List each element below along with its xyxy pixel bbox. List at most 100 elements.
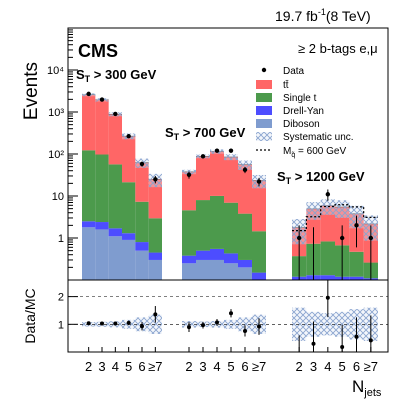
ratio-point-r1-2 <box>100 321 104 326</box>
bar-diboson-r2-1 <box>182 263 196 280</box>
y-tick-label-4: 10³ <box>48 107 64 119</box>
x-tick-label-r1-1: 2 <box>85 359 92 374</box>
region-label-1: ST > 300 GeV <box>76 67 157 84</box>
data-point-r2-3 <box>214 148 220 153</box>
x-tick-label-r2-1: 2 <box>185 359 192 374</box>
bar-singlet-r2-6 <box>252 231 266 273</box>
bar-drellyan-r2-2 <box>196 250 210 260</box>
bar-tt-r2-3 <box>210 151 224 196</box>
bar-drellyan-r1-4 <box>122 233 136 240</box>
ratio-point-r3-6 <box>368 338 373 343</box>
bar-singlet-r2-5 <box>238 213 252 260</box>
data-point-r1-5 <box>139 161 145 167</box>
bar-drellyan-r2-1 <box>182 255 196 264</box>
bar-diboson-r1-6 <box>148 259 162 280</box>
x-tick-label-r2-3: 4 <box>213 359 220 374</box>
syst-band-r2-5 <box>238 160 252 170</box>
legend-diboson: Diboson <box>256 119 320 130</box>
data-point-r3-6 <box>368 235 374 241</box>
svg-text:Data: Data <box>283 66 305 77</box>
bar-tt-r1-4 <box>122 136 136 183</box>
region-label-3: ST > 1200 GeV <box>277 169 365 186</box>
data-point-r2-4 <box>228 148 234 153</box>
ratio-y-axis-label: Data/MC <box>22 288 38 343</box>
bar-tt-r1-1 <box>82 94 96 151</box>
bar-singlet-r1-3 <box>108 164 122 229</box>
ratio-syst-r3-4 <box>335 311 350 337</box>
data-point-r2-1 <box>186 172 192 177</box>
selection-label: ≥ 2 b-tags e,μ <box>298 41 378 56</box>
bar-drellyan-r1-6 <box>148 252 162 260</box>
ratio-point-r2-6 <box>257 324 261 329</box>
syst-band-r3-3 <box>320 199 335 215</box>
ratio-y-tick-label-2: 2 <box>58 292 64 304</box>
svg-text:tt̄: tt̄ <box>283 79 289 91</box>
x-tick-label-r1-4: 5 <box>125 359 132 374</box>
data-point-r3-3 <box>325 192 331 197</box>
x-tick-label-r1-6: ≥7 <box>148 359 162 374</box>
x-tick-label-r1-2: 3 <box>98 359 105 374</box>
data-point-r2-5 <box>242 167 248 173</box>
ratio-syst-r3-1 <box>292 307 307 341</box>
ratio-y-tick-label-1: 1 <box>58 319 64 331</box>
bar-drellyan-r2-5 <box>238 259 252 268</box>
bar-tt-r2-6 <box>252 180 266 232</box>
y-tick-label-2: 10 <box>52 191 64 203</box>
ratio-syst-r1-6 <box>148 314 162 334</box>
region-label-2: ST > 700 GeV <box>165 125 246 142</box>
bar-singlet-r1-6 <box>148 218 162 253</box>
ratio-frame <box>67 279 389 353</box>
legend-ttbar: tt̄ <box>256 79 289 91</box>
data-point-r1-3 <box>113 111 118 117</box>
x-axis-label: Njets <box>352 377 382 399</box>
signal-line-r3 <box>292 204 378 232</box>
main-panel <box>82 91 378 280</box>
legend-syst: Systematic unc. <box>256 132 354 143</box>
x-tick-label-r1-5: 6 <box>138 359 145 374</box>
legend-signal: Mq̃ = 600 GeV <box>256 146 346 159</box>
bar-drellyan-r1-3 <box>108 228 122 237</box>
syst-band-r3-4 <box>335 200 350 218</box>
bar-singlet-r1-5 <box>135 201 149 243</box>
bar-tt-r2-1 <box>182 171 196 211</box>
bar-singlet-r1-4 <box>122 182 136 234</box>
bar-singlet-r2-2 <box>196 200 210 251</box>
data-point-r3-1 <box>296 235 302 241</box>
x-tick-label-r2-2: 3 <box>199 359 206 374</box>
legend-drell-yan: Drell-Yan <box>256 106 324 117</box>
ratio-point-r3-5 <box>354 334 359 339</box>
data-point-r1-1 <box>86 91 91 97</box>
bar-tt-r1-5 <box>135 162 149 202</box>
bar-drellyan-r2-3 <box>210 248 224 260</box>
svg-text:Mq̃ = 600 GeV: Mq̃ = 600 GeV <box>283 146 346 159</box>
data-point-r2-6 <box>256 179 262 184</box>
bar-tt-r1-2 <box>95 99 109 155</box>
x-tick-label-r3-3: 4 <box>324 359 331 374</box>
bar-tt-r2-2 <box>196 156 210 201</box>
x-tick-label-r3-2: 3 <box>310 359 317 374</box>
ratio-point-r2-2 <box>201 323 205 328</box>
ratio-point-r2-1 <box>187 325 191 330</box>
bar-singlet-r2-4 <box>224 202 238 254</box>
bar-diboson-r1-2 <box>95 229 109 280</box>
syst-band-r2-4 <box>224 154 238 161</box>
bar-diboson-r1-3 <box>108 236 122 280</box>
bar-tt-r1-6 <box>148 179 162 219</box>
y-tick-label-1: 1 <box>58 233 64 245</box>
bar-singlet-r3-5 <box>349 251 364 277</box>
data-point-r1-2 <box>99 97 105 102</box>
svg-text:Drell-Yan: Drell-Yan <box>283 106 324 117</box>
ratio-point-r1-3 <box>113 321 118 326</box>
bar-drellyan-r2-4 <box>224 253 238 264</box>
bar-tt-r2-5 <box>238 164 252 214</box>
bar-singlet-r3-3 <box>320 241 335 276</box>
svg-text:Diboson: Diboson <box>283 119 320 130</box>
ratio-point-r1-4 <box>126 320 131 325</box>
ratio-point-r2-5 <box>243 328 247 333</box>
x-tick-label-r3-1: 2 <box>296 359 303 374</box>
bar-singlet-r2-1 <box>182 210 196 256</box>
x-tick-label-r3-6: ≥7 <box>364 359 378 374</box>
x-tick-label-r2-5: 6 <box>241 359 248 374</box>
